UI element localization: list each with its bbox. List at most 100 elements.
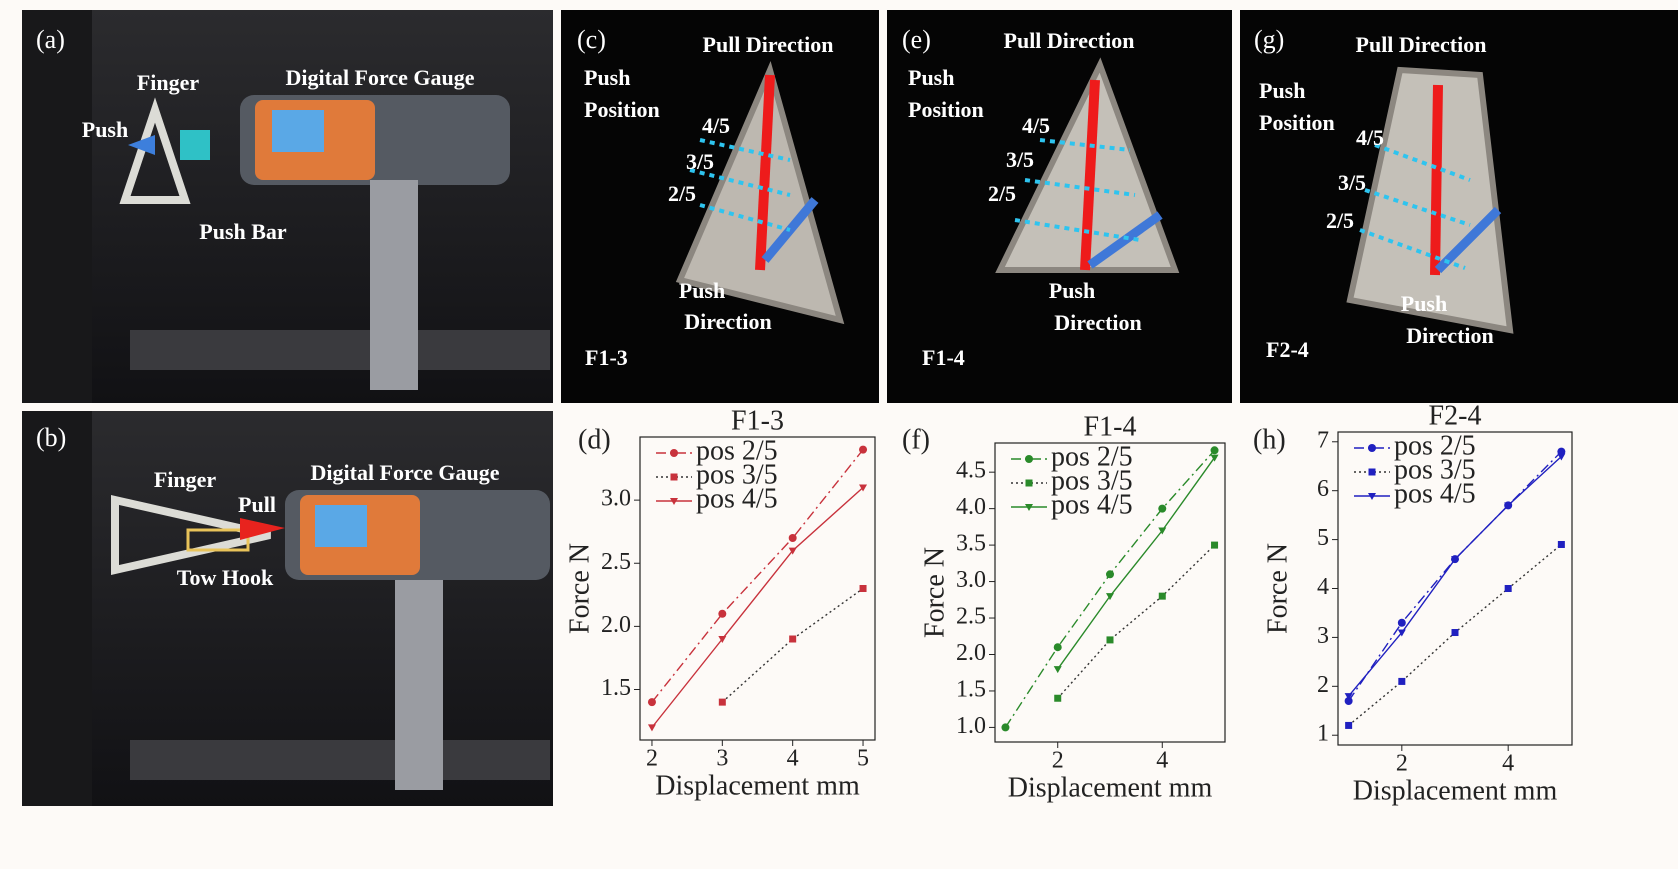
marker [648, 698, 656, 706]
y-tick-label: 3 [1317, 623, 1329, 649]
marker [860, 585, 867, 592]
y-tick-label: 1.5 [956, 676, 986, 702]
y-tick-label: 1.5 [601, 675, 631, 701]
x-tick-label: 4 [1502, 751, 1514, 777]
marker [1398, 678, 1405, 685]
photo-label: 2/5 [1326, 208, 1354, 233]
chart-title: F1-4 [1084, 411, 1137, 442]
y-tick-label: 5 [1317, 525, 1329, 551]
y-tick-label: 4.5 [956, 458, 986, 484]
y-tick-label: 6 [1317, 476, 1329, 502]
panel-label: (b) [36, 423, 66, 452]
marker [1398, 619, 1406, 627]
y-tick-label: 2 [1317, 672, 1329, 698]
legend-marker [670, 449, 678, 457]
marker [1211, 542, 1218, 549]
y-tick-label: 4.0 [956, 494, 986, 520]
y-axis-label: Force N [564, 543, 595, 634]
y-axis-label: Force N [919, 547, 950, 638]
photo-label: Tow Hook [177, 565, 274, 590]
x-axis-label: Displacement mm [1008, 772, 1213, 803]
y-tick-label: 3.0 [601, 486, 631, 512]
panel-label: (a) [36, 25, 65, 54]
legend-marker [671, 474, 678, 481]
y-tick-label: 2.5 [601, 549, 631, 575]
legend-marker [1026, 480, 1033, 487]
marker [719, 699, 726, 706]
photo-label: Push [1049, 278, 1095, 303]
legend-label: pos 4/5 [1394, 478, 1476, 509]
photo-label: Direction [684, 309, 772, 334]
y-tick-label: 1 [1317, 721, 1329, 747]
x-axis-label: Displacement mm [655, 770, 860, 801]
panel-label: (f) [902, 424, 930, 455]
photo-label: Push [584, 65, 630, 90]
photo-label: Push [908, 65, 954, 90]
photo-label: Finger [137, 70, 200, 95]
panel-label: (d) [578, 424, 611, 455]
marker [1001, 723, 1009, 731]
chart-title: F1-3 [731, 405, 784, 436]
x-tick-label: 4 [1156, 748, 1168, 774]
legend-marker [1368, 444, 1376, 452]
photo-label: Position [1259, 110, 1335, 135]
panel-label: (c) [577, 25, 606, 54]
photo-label: Direction [1406, 323, 1494, 348]
marker [1452, 629, 1459, 636]
marker [789, 636, 796, 643]
y-tick-label: 2.0 [601, 612, 631, 638]
photo-label: Pull Direction [1356, 32, 1487, 57]
panel-label: (h) [1253, 424, 1286, 455]
photo-label: Push Bar [199, 219, 287, 244]
marker [1211, 446, 1219, 454]
legend-marker [1369, 469, 1376, 476]
photo-label: Finger [154, 467, 217, 492]
marker [1107, 636, 1114, 643]
marker [1106, 570, 1114, 578]
photo-label: 4/5 [1356, 125, 1384, 150]
marker [859, 446, 867, 454]
y-tick-label: 1.0 [956, 713, 986, 739]
photo-label: Position [908, 97, 984, 122]
legend-label: pos 4/5 [1051, 489, 1133, 520]
y-tick-label: 7 [1317, 427, 1329, 453]
marker [789, 534, 797, 542]
x-tick-label: 2 [1396, 751, 1408, 777]
photo-label: Push [82, 117, 128, 142]
photo-label: Push [1259, 78, 1305, 103]
y-axis-label: Force N [1262, 543, 1293, 634]
marker [1054, 643, 1062, 651]
panel-label: (g) [1254, 25, 1284, 54]
x-tick-label: 4 [787, 746, 799, 772]
y-tick-label: 2.5 [956, 604, 986, 630]
photo-label: 4/5 [1022, 113, 1050, 138]
photo-label: 4/5 [702, 113, 730, 138]
marker [1558, 541, 1565, 548]
photo-label: Pull [238, 492, 276, 517]
photo-label: 3/5 [1006, 147, 1034, 172]
y-tick-label: 2.0 [956, 640, 986, 666]
chart-title: F2-4 [1429, 400, 1482, 431]
panel-label: (e) [902, 25, 931, 54]
x-tick-label: 2 [646, 746, 658, 772]
marker [1054, 695, 1061, 702]
photo-label: F2-4 [1266, 337, 1309, 362]
photo-label: Digital Force Gauge [311, 460, 500, 485]
photo-label: Direction [1054, 310, 1142, 335]
x-tick-label: 5 [857, 746, 869, 772]
photo-label: Push [679, 278, 725, 303]
y-tick-label: 3.0 [956, 567, 986, 593]
photo-label: F1-4 [922, 345, 965, 370]
photo-label: 2/5 [668, 181, 696, 206]
legend-label: pos 4/5 [696, 483, 778, 514]
photo-label: Digital Force Gauge [286, 65, 475, 90]
x-tick-label: 3 [716, 746, 728, 772]
photo-label: 2/5 [988, 181, 1016, 206]
marker [1505, 585, 1512, 592]
y-tick-label: 4 [1317, 574, 1329, 600]
photo-label: Position [584, 97, 660, 122]
marker [1345, 722, 1352, 729]
y-tick-label: 3.5 [956, 531, 986, 557]
photo-label: Pull Direction [1004, 28, 1135, 53]
figure: (a) Finger Digital Force Gauge Push Push Bar… [0, 0, 1678, 869]
